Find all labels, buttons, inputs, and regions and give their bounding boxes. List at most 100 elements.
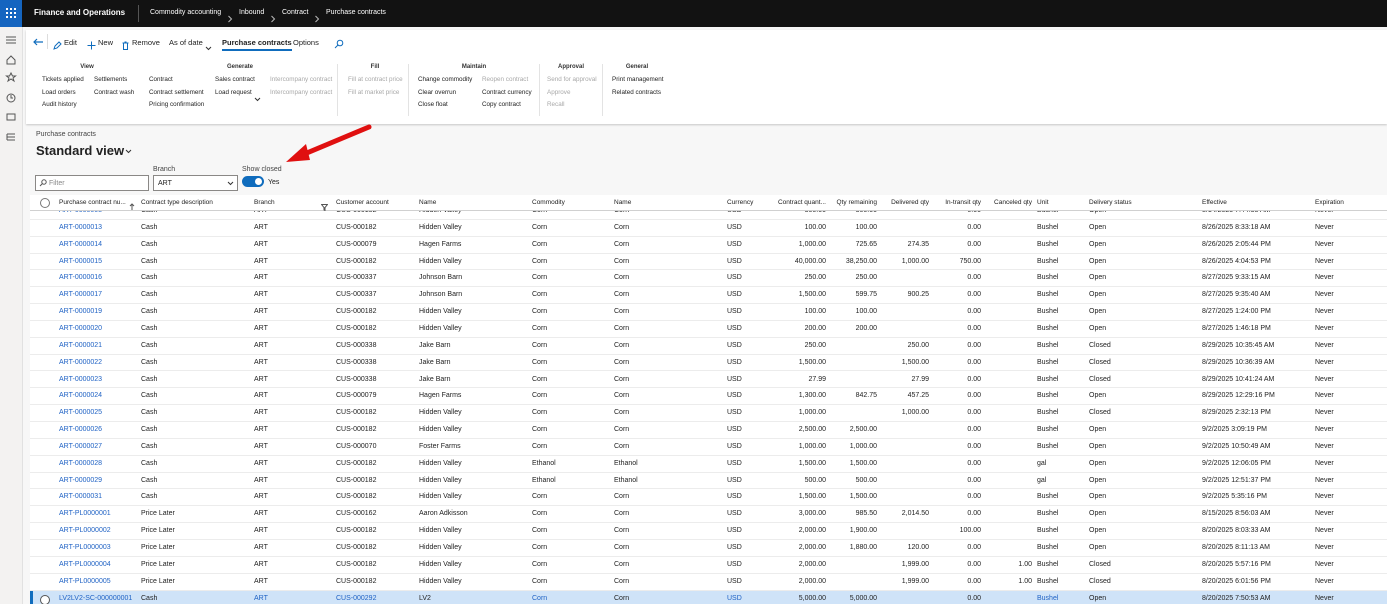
column-header[interactable]: Name [419,199,437,206]
contract-link[interactable]: ART-PL0000005 [59,577,111,585]
contract-link[interactable]: ART-0000023 [59,375,103,383]
contract-link[interactable]: ART-0000031 [59,493,103,501]
contract-link[interactable]: ART-0000029 [59,476,103,484]
column-header[interactable]: Branch [254,199,275,206]
contract-link[interactable]: ART-PL0000003 [59,544,111,551]
action-button[interactable]: Contract settlement [149,88,204,96]
grid-row[interactable]: ART-0000019 Cash ART CUS-000182 Hidden Valle… [30,304,1387,321]
action-button[interactable]: Clear overrun [418,88,457,96]
contract-link[interactable]: ART-0000016 [59,274,103,282]
grid-row[interactable]: ART-0000008 Cash ART CUS-000182 Hidden Valle… [30,211,1387,220]
grid-row[interactable]: ART-0000022 Cash ART CUS-000338 Jake Barn Cor… [30,355,1387,372]
search-button[interactable] [334,36,344,49]
toolbar-button[interactable]: Purchase contracts [222,38,292,47]
column-header[interactable]: Delivered qty [891,199,929,206]
action-button[interactable]: Tickets applied [42,76,84,83]
action-button[interactable]: Print management [612,76,664,83]
contract-link[interactable]: ART-0000024 [59,392,103,400]
contract-link[interactable]: ART-0000013 [59,223,103,231]
toolbar-button[interactable]: As of date [169,38,203,47]
column-header[interactable]: Contract quant... [777,199,826,206]
column-header[interactable]: Name [614,199,632,206]
contract-link[interactable]: ART-PL0000004 [59,560,111,568]
contract-link[interactable]: ART-0000027 [59,442,103,450]
column-header[interactable]: Expiration [1315,199,1344,206]
column-header[interactable]: Purchase contract nu... [59,199,126,206]
grid-row[interactable]: ART-PL0000001 Price Later ART CUS-000162 Aar… [30,506,1387,524]
contract-link[interactable]: ART-0000015 [59,257,103,265]
contract-link[interactable]: ART-0000025 [59,409,103,417]
grid-row[interactable]: ART-0000026 Cash ART CUS-000182 Hidden Valle… [30,422,1387,439]
column-header[interactable]: Commodity [532,199,565,206]
action-button[interactable]: Settlements [94,76,128,83]
action-button[interactable]: Sales contract [215,76,255,83]
action-button[interactable]: Contract [149,76,173,83]
grid-row[interactable]: ART-0000015 Cash ART CUS-000182 Hidden Valle… [30,254,1387,271]
grid-row[interactable]: ART-0000016 Cash ART CUS-000337 Johnson Barn… [30,270,1387,288]
contract-link[interactable]: ART-0000014 [59,240,103,248]
column-header[interactable]: In-transit qty [945,199,981,206]
column-header[interactable]: Qty remaining [836,199,877,206]
column-header[interactable]: Customer account [336,199,389,206]
breadcrumb[interactable]: Contract [282,9,309,16]
grid-row[interactable]: ART-0000025 Cash ART CUS-000182 Hidden Valle… [30,405,1387,423]
select-all-radio[interactable] [40,198,50,208]
action-button[interactable]: Load orders [42,88,76,96]
grid-row[interactable]: ART-0000024 Cash ART CUS-000079 Hagen Farms C… [30,388,1387,406]
contract-link[interactable]: ART-0000008 [59,211,102,214]
contract-link[interactable]: ART-PL0000002 [59,527,111,535]
column-header[interactable]: Unit [1037,199,1049,206]
breadcrumb[interactable]: Commodity accounting [150,9,222,16]
toolbar-button[interactable]: Edit [64,38,77,47]
contract-link[interactable]: ART-0000021 [59,341,103,349]
grid-row[interactable]: ART-0000021 Cash ART CUS-000338 Jake Barn Cor… [30,338,1387,355]
grid-row[interactable]: ART-0000017 Cash ART CUS-000337 Johnson Barn… [30,287,1387,305]
grid-row[interactable]: ART-PL0000003 Price Later ART CUS-000182 Hid… [30,540,1387,557]
contract-link[interactable]: ART-0000020 [59,324,103,332]
row-radio[interactable] [40,594,50,604]
action-button[interactable]: Pricing confirmation [149,101,205,108]
action-button[interactable]: Contract currency [482,88,532,96]
toolbar-button[interactable]: New [98,38,114,47]
action-button[interactable]: Copy contract [482,101,521,108]
app-launcher[interactable] [0,0,22,27]
contract-link[interactable]: ART-0000017 [59,291,103,299]
grid-row[interactable]: LV2LV2-SC-000000001 Cash ART CUS-000292 LV2 C… [30,590,1387,604]
toolbar-button[interactable]: Options [293,38,319,47]
contract-link[interactable]: ART-0000022 [59,358,103,366]
grid-row[interactable]: ART-PL0000005 Price Later ART CUS-000182 Hid… [30,574,1387,591]
action-button[interactable]: Contract wash [94,88,135,96]
column-header[interactable]: Contract type description [141,199,213,206]
toolbar-button[interactable]: Remove [132,38,160,47]
grid-row[interactable]: ART-0000023 Cash ART CUS-000338 Jake Barn Cor… [30,372,1387,389]
action-button[interactable]: Load request [215,88,252,96]
back-button[interactable] [32,37,44,47]
grid-row[interactable]: ART-0000013 Cash ART CUS-000182 Hidden Valle… [30,220,1387,237]
contract-link[interactable]: LV2LV2-SC-000000001 [59,594,133,602]
contract-link[interactable]: ART-0000026 [59,426,103,434]
grid-row[interactable]: ART-PL0000002 Price Later ART CUS-000182 Hid… [30,523,1387,540]
action-button[interactable]: Related contracts [612,88,662,96]
grid-row[interactable]: ART-PL0000004 Price Later ART CUS-000182 Hid… [30,557,1387,574]
view-selector[interactable]: Standard view [36,143,133,158]
column-header[interactable]: Delivery status [1089,199,1132,206]
breadcrumb[interactable]: Purchase contracts [326,9,386,16]
column-header[interactable]: Canceled qty [994,199,1032,206]
grid-row[interactable]: ART-0000027 Cash ART CUS-000070 Foster Farms… [30,439,1387,456]
filter-box[interactable]: Filter [35,175,149,191]
contract-link[interactable]: ART-0000019 [59,308,103,316]
show-closed-toggle[interactable] [242,176,264,187]
action-button[interactable]: Close float [418,101,448,108]
action-button[interactable]: Audit history [42,101,77,108]
grid-row[interactable]: ART-0000028 Cash ART CUS-000182 Hidden Valle… [30,456,1387,473]
grid-row[interactable]: ART-0000020 Cash ART CUS-000182 Hidden Valle… [30,321,1387,338]
grid-row[interactable]: ART-0000029 Cash ART CUS-000182 Hidden Valle… [30,473,1387,490]
contract-link[interactable]: ART-0000028 [59,459,103,467]
action-button[interactable]: Change commodity [418,76,473,83]
grid-row[interactable]: ART-0000031 Cash ART CUS-000182 Hidden Valle… [30,489,1387,507]
column-header[interactable]: Currency [727,199,754,206]
contract-link[interactable]: ART-PL0000001 [59,510,111,518]
grid-row[interactable]: ART-0000014 Cash ART CUS-000079 Hagen Farms C… [30,237,1387,254]
breadcrumb[interactable]: Inbound [239,9,265,16]
column-header[interactable]: Effective [1202,199,1227,206]
